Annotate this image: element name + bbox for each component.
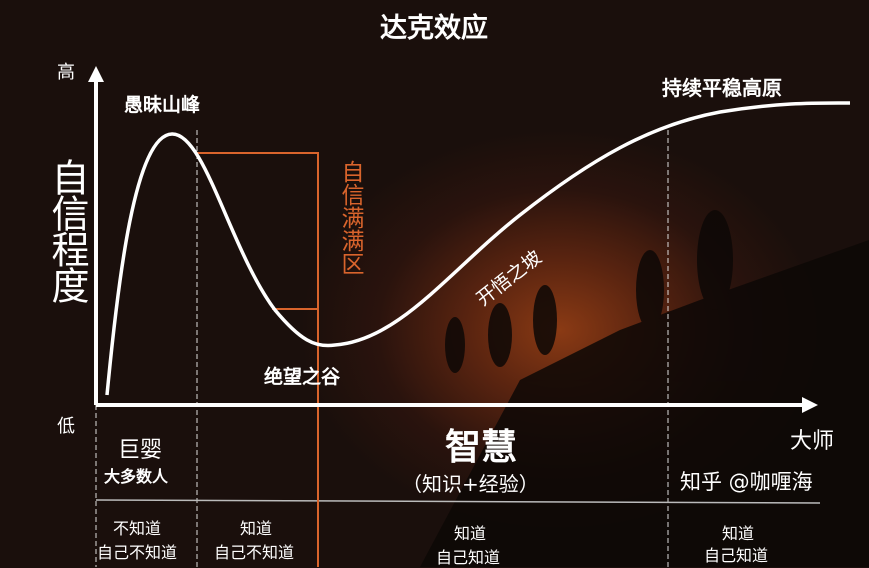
stage-3-desc2: 自己知道 [436,548,501,567]
stage-3-desc1: 知道 [454,524,487,543]
y-axis-arrow [88,66,104,82]
plateau-label: 持续平稳高原 [662,76,782,100]
stage-1-name: 巨婴 [118,438,163,463]
y-axis-low: 低 [57,416,75,437]
stage-1-desc1: 不知道 [113,519,162,538]
x-axis-label: 智慧 [445,426,518,468]
confidence-zone-label: 自信满满区 [337,160,363,275]
page-title: 达克效应 [380,13,488,44]
dunning-kruger-curve [105,101,851,396]
hiker-silhouettes [420,210,869,567]
valley-label: 绝望之谷 [264,366,341,388]
y-axis-high: 高 [57,62,75,83]
stage-4-desc2: 自己知道 [704,546,769,565]
stage-1-desc2: 自己不知道 [97,543,178,562]
stage-1-sub: 大多数人 [104,467,169,486]
confidence-zone-bracket [197,152,319,567]
y-axis-label: 自信程度 [45,158,89,302]
stage-2-desc2: 自己不知道 [214,543,295,562]
row-divider [95,499,821,504]
peak-label: 愚昧山峰 [124,94,201,116]
stage-4-desc1: 知道 [722,524,755,543]
x-axis-end: 大师 [790,429,835,454]
stage-2-desc1: 知道 [240,519,273,538]
x-axis-arrow [802,397,818,413]
x-axis-sublabel: （知识+经验） [402,472,539,496]
watermark: 知乎 @咖喱海 [680,470,813,494]
